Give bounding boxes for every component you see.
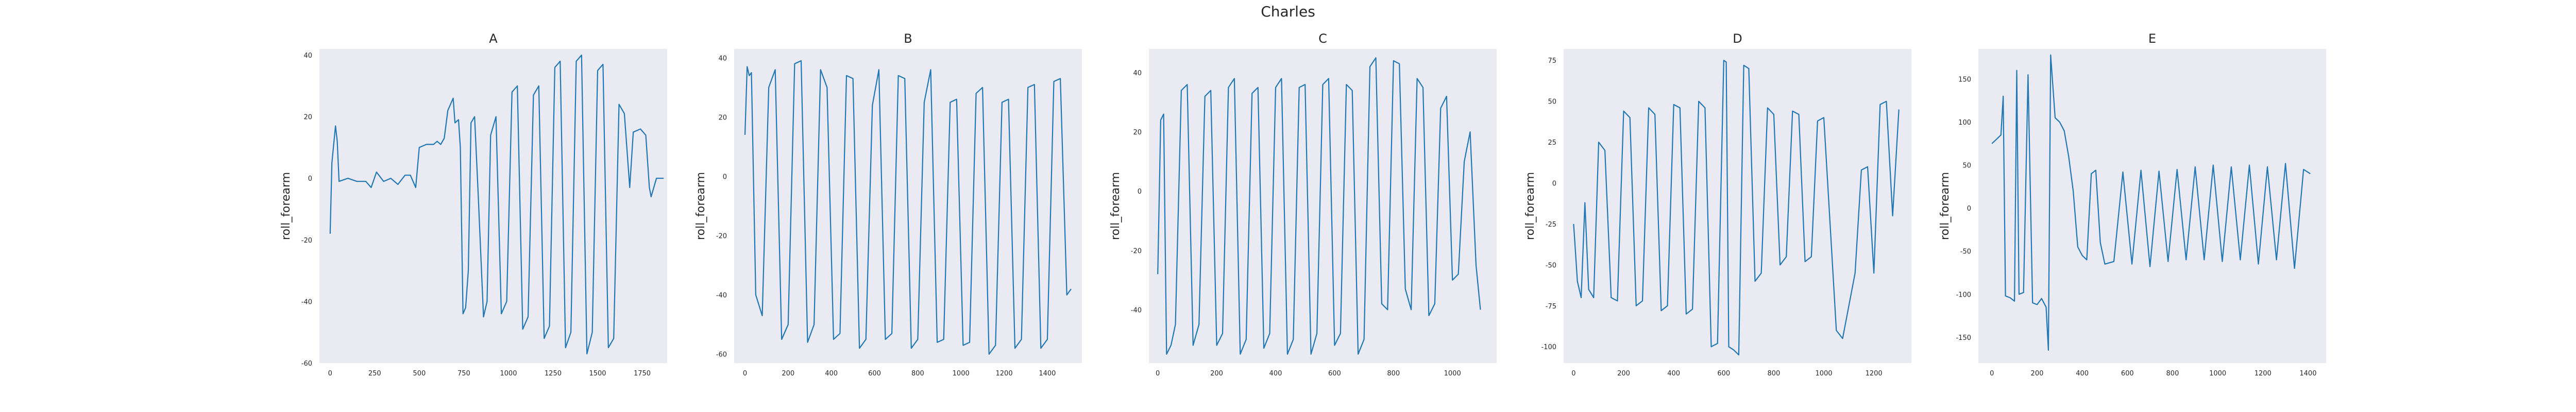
x-tick-label: 1200 [1866, 370, 1883, 377]
y-tick-label: 20 [718, 114, 727, 122]
y-axis-label: roll_forearm [1109, 172, 1122, 240]
series-line [329, 54, 664, 355]
y-tick-label: 50 [1548, 98, 1556, 106]
series-line [1157, 57, 1481, 355]
x-tick-label: 0 [1990, 370, 1994, 377]
y-tick-label: 40 [303, 52, 312, 60]
x-tick-label: 0 [328, 370, 332, 377]
x-tick-label: 1000 [953, 370, 970, 377]
y-tick-label: 75 [1548, 57, 1556, 65]
y-tick-label: 40 [1133, 70, 1142, 77]
y-tick-label: 25 [1548, 139, 1556, 147]
y-tick-label: -100 [1956, 291, 1971, 299]
y-tick-label: 150 [1958, 76, 1971, 83]
x-tick-label: 200 [2031, 370, 2044, 377]
series-line [1573, 60, 1900, 356]
subplot-title: A [489, 31, 498, 46]
subplot-title: C [1318, 31, 1327, 46]
x-tick-label: 800 [2166, 370, 2179, 377]
y-tick-label: 0 [1138, 188, 1142, 196]
x-tick-label: 250 [368, 370, 381, 377]
series-line [1991, 54, 2311, 351]
y-tick-label: -25 [1546, 221, 1556, 229]
y-tick-label: -150 [1956, 334, 1971, 342]
x-tick-label: 200 [1210, 370, 1223, 377]
y-tick-label: -20 [301, 237, 312, 245]
y-tick-label: -50 [1546, 262, 1556, 269]
x-tick-label: 600 [1717, 370, 1730, 377]
y-axis-label: roll_forearm [694, 172, 707, 240]
x-tick-label: 600 [1328, 370, 1341, 377]
x-tick-label: 400 [1269, 370, 1282, 377]
x-tick-label: 1400 [1039, 370, 1056, 377]
y-axis-label: roll_forearm [1939, 172, 1952, 240]
x-tick-label: 1000 [500, 370, 517, 377]
y-tick-label: -60 [301, 360, 312, 368]
x-tick-label: 400 [2076, 370, 2089, 377]
x-tick-label: 500 [413, 370, 426, 377]
y-tick-label: 20 [303, 114, 312, 122]
x-tick-label: 200 [782, 370, 794, 377]
x-tick-label: 1000 [1815, 370, 1832, 377]
y-tick-label: 100 [1958, 119, 1971, 127]
x-tick-label: 600 [2121, 370, 2134, 377]
y-tick-label: 20 [1133, 129, 1142, 136]
y-tick-label: 0 [723, 173, 727, 181]
series-line [744, 60, 1072, 355]
x-tick-label: 1500 [589, 370, 606, 377]
y-tick-label: 0 [308, 175, 312, 183]
y-tick-label: -60 [716, 351, 727, 359]
y-tick-label: 50 [1962, 162, 1971, 170]
subplot-title: E [2148, 31, 2156, 46]
x-tick-label: 1400 [2299, 370, 2316, 377]
x-tick-label: 400 [825, 370, 838, 377]
y-axis-label: roll_forearm [1524, 172, 1537, 240]
x-tick-label: 1200 [996, 370, 1013, 377]
y-tick-label: -100 [1541, 344, 1556, 351]
x-tick-label: 1750 [634, 370, 651, 377]
x-tick-label: 0 [743, 370, 747, 377]
x-tick-label: 750 [457, 370, 470, 377]
x-tick-label: 800 [1387, 370, 1400, 377]
y-tick-label: -40 [301, 298, 312, 306]
x-tick-label: 800 [911, 370, 924, 377]
y-tick-label: -75 [1546, 303, 1556, 311]
x-tick-label: 0 [1156, 370, 1160, 377]
y-tick-label: 0 [1552, 180, 1556, 188]
subplot-title: B [904, 31, 912, 46]
y-tick-label: -40 [716, 292, 727, 300]
plot-area [319, 49, 667, 363]
y-tick-label: -50 [1960, 248, 1971, 256]
x-tick-label: 0 [1571, 370, 1575, 377]
plot-area [1978, 49, 2326, 363]
x-tick-label: 200 [1617, 370, 1630, 377]
y-tick-label: 40 [718, 55, 727, 62]
subplot-title: D [1733, 31, 1742, 46]
y-axis-label: roll_forearm [280, 172, 293, 240]
x-tick-label: 400 [1667, 370, 1680, 377]
y-tick-label: -20 [1131, 247, 1142, 255]
y-tick-label: -20 [716, 233, 727, 241]
figure-suptitle: Charles [1261, 3, 1315, 20]
x-tick-label: 600 [868, 370, 881, 377]
y-tick-label: -40 [1131, 306, 1142, 314]
x-tick-label: 1200 [2255, 370, 2272, 377]
x-tick-label: 1250 [545, 370, 562, 377]
x-tick-label: 1000 [2209, 370, 2226, 377]
plot-area [1564, 49, 1911, 363]
x-tick-label: 800 [1767, 370, 1780, 377]
x-tick-label: 1000 [1444, 370, 1461, 377]
y-tick-label: 0 [1967, 205, 1971, 213]
